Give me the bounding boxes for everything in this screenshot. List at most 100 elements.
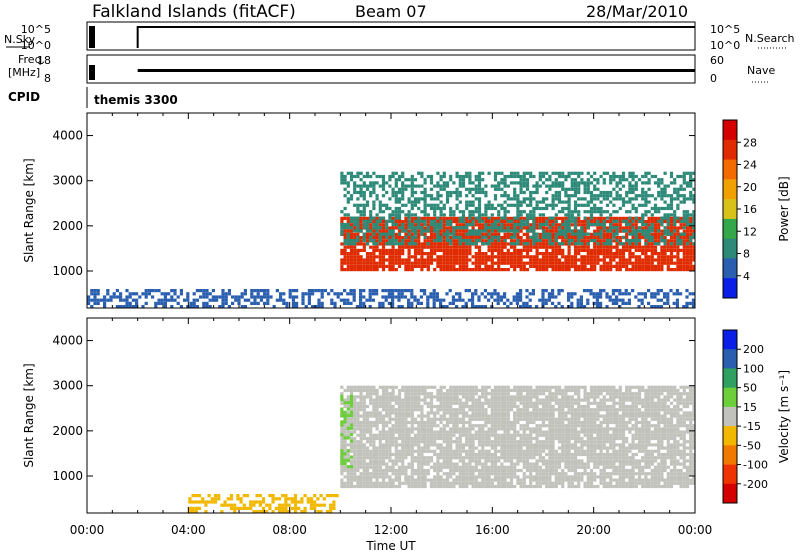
- vel-cell: [417, 443, 421, 447]
- vel-cell: [413, 408, 418, 412]
- power-cell: [442, 255, 446, 259]
- vel-cell: [372, 472, 376, 476]
- vel-cell: [429, 436, 434, 441]
- vel-cell: [481, 443, 485, 447]
- power-cell: [436, 181, 440, 185]
- power-cell: [458, 248, 462, 252]
- power-cell: [439, 187, 443, 191]
- power-cell: [538, 226, 542, 230]
- power-cell: [458, 174, 462, 179]
- power-cell: [599, 248, 603, 252]
- vel-cell: [484, 430, 488, 434]
- vel-cell: [477, 395, 482, 399]
- power-cell: [615, 229, 619, 233]
- power-cell: [621, 255, 626, 259]
- power-cell: [567, 242, 571, 246]
- power-cell: [660, 219, 664, 223]
- vel-cell: [439, 395, 443, 399]
- power-cell: [461, 226, 466, 230]
- power-cell: [423, 258, 427, 262]
- power-cell: [602, 268, 606, 272]
- power-cell: [365, 174, 370, 179]
- power-cell: [426, 236, 430, 240]
- power-cell: [381, 236, 386, 240]
- power-cell: [535, 220, 539, 224]
- power-cell: [599, 245, 603, 249]
- vel-cell: [340, 443, 344, 447]
- power-cell: [595, 301, 599, 305]
- vel-cell: [381, 484, 386, 489]
- power-cell: [369, 190, 373, 195]
- vel-cell: [442, 472, 446, 476]
- power-cell: [458, 190, 462, 195]
- power-cell: [385, 242, 389, 246]
- power-cell: [615, 245, 619, 249]
- power-cell: [365, 258, 370, 262]
- power-cell: [579, 305, 583, 309]
- vel-cell: [465, 436, 469, 441]
- power-cell: [359, 258, 363, 262]
- power-cell: [529, 261, 533, 265]
- power-cell: [391, 226, 395, 230]
- vel-cell: [365, 478, 370, 482]
- power-cell: [391, 210, 395, 214]
- power-cell: [545, 239, 549, 243]
- power-cell: [545, 184, 549, 188]
- power-cell: [394, 222, 398, 227]
- vel-cell: [477, 430, 482, 434]
- power-cell: [458, 264, 462, 268]
- power-cell: [551, 181, 555, 185]
- power-cell: [531, 292, 535, 296]
- power-cell: [551, 171, 555, 175]
- power-cell: [586, 232, 590, 236]
- power-cell: [570, 210, 574, 214]
- power-cell: [570, 194, 574, 198]
- vel-cell: [465, 388, 469, 393]
- vel-cell: [365, 411, 370, 415]
- vel-cell: [465, 427, 469, 431]
- power-cell: [410, 187, 414, 191]
- power-cell: [359, 178, 363, 182]
- vel-cell: [365, 404, 370, 409]
- vel-cell: [452, 398, 456, 402]
- vel-cell: [442, 398, 446, 402]
- power-cell: [679, 194, 683, 198]
- vel-cell: [442, 436, 446, 441]
- power-cell: [650, 242, 654, 246]
- power-cell: [644, 174, 648, 179]
- vel-cell: [407, 481, 411, 485]
- power-cell: [356, 264, 360, 268]
- power-cell: [676, 252, 680, 256]
- power-cell: [669, 203, 674, 207]
- vel-cell: [365, 462, 370, 466]
- vel-cell: [497, 414, 501, 418]
- power-cell: [394, 238, 398, 243]
- vel-cell: [461, 392, 466, 396]
- power-cell: [618, 264, 622, 268]
- power-cell: [468, 187, 472, 191]
- vel-cell: [445, 395, 450, 399]
- power-cell: [596, 229, 600, 233]
- vel-cell: [340, 484, 344, 489]
- power-cell: [451, 295, 455, 299]
- power-cell: [592, 295, 596, 299]
- power-cell: [503, 226, 507, 230]
- power-cell: [663, 190, 667, 195]
- power-cell: [676, 229, 680, 233]
- vel-cell: [362, 385, 366, 389]
- power-cell: [359, 220, 363, 224]
- power-cell: [561, 200, 565, 204]
- power-cell: [243, 289, 247, 293]
- power-cell: [599, 292, 603, 296]
- power-cell: [669, 171, 674, 175]
- power-cell: [522, 305, 526, 309]
- power-cell: [253, 298, 257, 302]
- power-cell: [359, 187, 363, 191]
- vel-cell: [362, 452, 366, 457]
- power-cell: [451, 301, 455, 305]
- power-cell: [621, 219, 626, 223]
- power-cell: [564, 242, 568, 246]
- power-cell: [577, 242, 581, 246]
- power-cell: [589, 289, 593, 293]
- vel-cell: [375, 395, 379, 399]
